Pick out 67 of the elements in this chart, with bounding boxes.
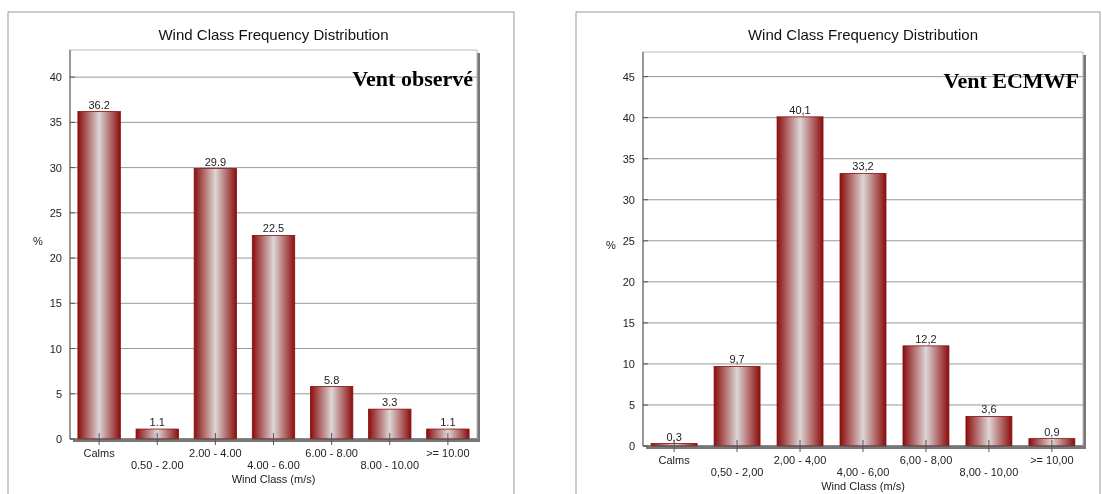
x-tick-label: 0,50 - 2,00 [710,466,764,478]
y-tick-label: 35 [622,152,635,165]
bar [902,345,950,447]
y-tick-label: 40 [622,111,635,124]
annotation: Vent ECMWF [943,68,1079,93]
y-tick-label: 35 [49,116,62,129]
data-label: 3.3 [382,396,398,409]
data-label: 1.1 [440,416,456,429]
bar [77,111,121,440]
x-tick-label: >= 10,00 [1030,454,1074,466]
y-tick-label: 15 [622,316,635,329]
x-tick-label: 2.00 - 4.00 [189,447,242,459]
data-label: 1.1 [149,416,165,429]
y-tick-label: 5 [628,398,635,411]
bar [135,428,179,440]
y-axis-title: % [33,234,44,247]
x-axis-title: Wind Class (m/s) [231,473,316,485]
x-tick-label: 0.50 - 2.00 [130,459,184,471]
x-tick-label: 8.00 - 10.00 [360,459,420,471]
data-label: 12,2 [915,332,937,345]
x-tick-label: Calms [658,454,691,466]
bar [839,173,887,447]
bar [251,235,296,440]
x-tick-label: 4.00 - 6.00 [247,459,300,471]
y-tick-label: 20 [622,275,635,288]
annotation: Vent observé [352,66,474,91]
x-axis-title: Wind Class (m/s) [821,480,905,492]
x-tick-label: 6.00 - 8.00 [305,447,358,459]
data-label: 40,1 [789,103,811,116]
data-label: 3,6 [981,403,997,416]
x-tick-label: 4,00 - 6,00 [836,466,890,478]
y-tick-label: 45 [622,70,635,83]
y-tick-label: 10 [49,342,62,355]
y-tick-label: 30 [622,193,635,206]
data-label: 5.8 [323,373,340,386]
data-label: 0,9 [1044,425,1060,438]
y-tick-label: 10 [622,357,635,370]
y-tick-label: 0 [55,433,62,445]
bar [965,416,1013,447]
chart-title: Wind Class Frequency Distribution [158,26,389,43]
data-label: 22.5 [262,222,285,235]
data-label: 9,7 [729,353,745,366]
x-tick-label: 6,00 - 8,00 [899,454,953,466]
x-tick-label: Calms [83,447,116,459]
bar [368,408,412,440]
data-label: 36.2 [88,98,110,111]
y-tick-label: 15 [49,297,62,310]
data-label: 33,2 [852,160,874,173]
x-tick-label: 8,00 - 10,00 [959,466,1019,478]
y-tick-label: 5 [55,387,62,400]
bar [310,386,354,440]
bar [713,365,761,447]
x-tick-label: 2,00 - 4,00 [773,454,827,466]
y-axis-title: % [606,239,617,251]
bar [426,428,470,440]
y-tick-label: 25 [622,234,635,247]
y-tick-label: 0 [628,440,635,452]
bar [776,116,824,447]
data-label: 0,3 [666,430,682,443]
bar [193,168,237,440]
data-label: 29.9 [204,155,227,168]
y-tick-label: 25 [49,206,62,219]
x-tick-label: >= 10.00 [426,447,470,459]
y-tick-label: 40 [49,71,62,84]
chart-title: Wind Class Frequency Distribution [747,26,979,43]
y-tick-label: 20 [49,252,62,265]
y-tick-label: 30 [49,161,62,174]
